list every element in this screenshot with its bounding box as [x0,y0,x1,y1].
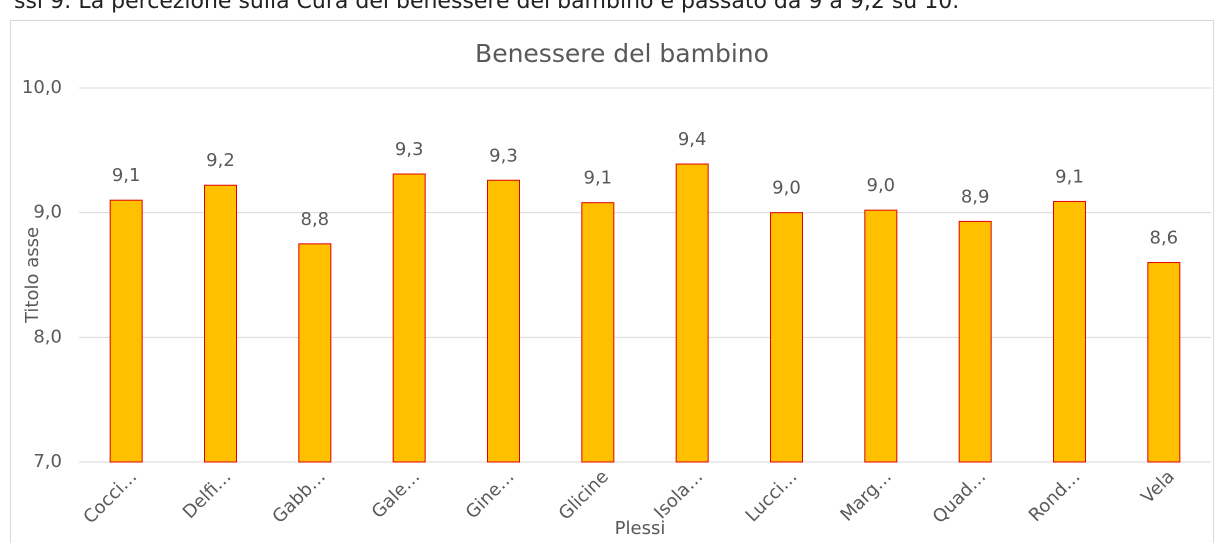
data-label: 9,0 [867,175,896,196]
x-tick-label: Glicine [555,466,613,524]
x-tick-label: Isola… [650,466,707,523]
x-tick-label: Vela [1137,466,1179,508]
data-label: 9,3 [489,145,518,166]
x-tick-label: Rond… [1025,466,1085,526]
bar [204,184,237,463]
bar [1147,262,1181,463]
data-label: 9,4 [678,129,707,150]
y-tick-label: 10,0 [22,77,62,98]
bar [581,202,615,463]
bar [958,220,992,463]
data-label: 8,6 [1150,228,1179,249]
data-label: 9,0 [772,178,801,199]
x-tick-label: Quad… [929,466,991,528]
bar [298,243,332,463]
x-tick-label: Gale… [368,466,425,523]
x-tick-label: Lucci… [742,466,802,526]
bar [109,199,143,463]
y-tick-label: 7,0 [33,451,62,472]
bar [675,163,709,463]
data-label: 8,9 [961,186,990,207]
x-axis-title: Plessi [615,518,666,539]
bar [1053,200,1086,463]
x-tick-label: Delfi… [179,466,236,523]
bar [392,173,426,463]
x-tick-label: Gine… [462,466,519,523]
bar [770,212,803,463]
data-label: 9,2 [206,150,235,171]
bar [864,209,898,463]
y-tick-label: 9,0 [33,202,62,223]
chart-title: Benessere del bambino [475,39,769,68]
x-tick-label: Cocci… [79,466,141,528]
x-tick-label: Marg… [836,466,895,525]
data-label: 8,8 [301,209,330,230]
x-tick-label: Gabb… [268,466,329,527]
header-text: ssi 9: La percezione sulla Cura del bene… [14,0,959,14]
bar [487,179,520,463]
y-tick-label: 8,0 [33,326,62,347]
data-label: 9,1 [1055,166,1084,187]
data-label: 9,1 [112,165,141,186]
data-label: 9,1 [584,168,613,189]
y-axis-title: Titolo asse [22,227,43,324]
chart-border [10,20,1214,543]
data-label: 9,3 [395,139,424,160]
